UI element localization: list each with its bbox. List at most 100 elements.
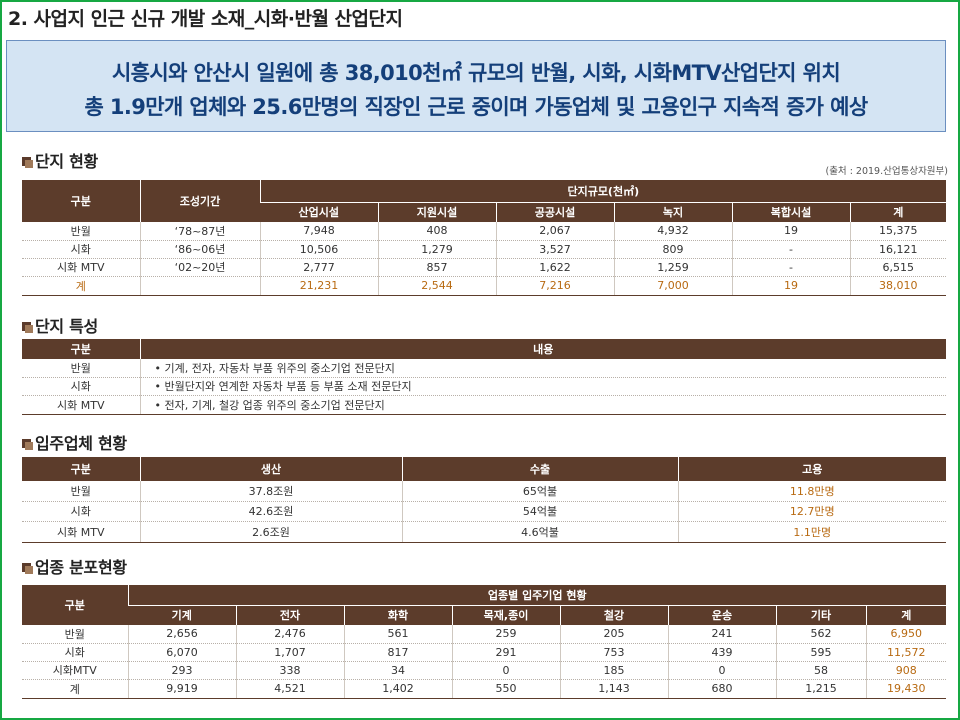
header-col: 공공시설 bbox=[495, 202, 614, 222]
cell-employment: 12.7만명 bbox=[677, 501, 946, 522]
cell: 241 bbox=[667, 625, 776, 644]
cell: 6,070 bbox=[127, 643, 236, 662]
row-name: 시화 bbox=[22, 643, 128, 662]
cell: 2,067 bbox=[495, 222, 614, 241]
cell: 259 bbox=[451, 625, 560, 644]
row-period: ‘86~06년 bbox=[139, 240, 260, 259]
header-col: 철강 bbox=[559, 605, 668, 625]
table-row: 시화 • 반월단지와 연계한 자동차 부품 등 부품 소재 전문단지 bbox=[22, 377, 946, 396]
row-period: ‘78~87년 bbox=[139, 222, 260, 241]
cell-total: 6,950 bbox=[865, 625, 946, 644]
cell: 3,527 bbox=[495, 240, 614, 259]
header-export: 수출 bbox=[401, 457, 678, 481]
cell-export: 65억불 bbox=[401, 481, 678, 502]
cell: 1,402 bbox=[343, 679, 452, 699]
section-marker-icon bbox=[22, 563, 33, 574]
header-col: 복합시설 bbox=[731, 202, 850, 222]
cell: 7,216 bbox=[495, 276, 614, 296]
section-title: 입주업체 현황 bbox=[35, 434, 127, 453]
header-gubun: 구분 bbox=[22, 585, 128, 625]
row-name: 반월 bbox=[22, 625, 128, 644]
table-row: 반월 ‘78~87년 7,948 408 2,067 4,932 19 15,3… bbox=[22, 222, 947, 241]
cell: 16,121 bbox=[849, 240, 947, 259]
total-row: 계 21,231 2,544 7,216 7,000 19 38,010 bbox=[22, 276, 947, 296]
cell: 1,279 bbox=[377, 240, 496, 259]
header-col: 지원시설 bbox=[377, 202, 496, 222]
cell: 0 bbox=[667, 661, 776, 680]
section-marker-icon bbox=[22, 439, 33, 450]
cell: 7,948 bbox=[259, 222, 378, 241]
source-note: (출처 : 2019.산업통상자원부) bbox=[825, 166, 948, 177]
header-gubun: 구분 bbox=[22, 457, 140, 481]
cell: 857 bbox=[377, 258, 496, 277]
section-marker-icon bbox=[22, 322, 33, 333]
cell: 205 bbox=[559, 625, 668, 644]
table-row: 시화 42.6조원 54억불 12.7만명 bbox=[22, 501, 946, 522]
header-production: 생산 bbox=[139, 457, 402, 481]
cell: 2,544 bbox=[377, 276, 496, 296]
header-industry-group: 업종별 입주기업 현황 bbox=[127, 585, 946, 606]
row-name: 시화 MTV bbox=[22, 521, 140, 543]
header-col: 산업시설 bbox=[260, 202, 378, 222]
cell: 1,707 bbox=[235, 643, 344, 662]
page-title: 2. 사업지 인근 신규 개발 소재_시화·반월 산업단지 bbox=[8, 8, 403, 30]
header-content: 내용 bbox=[139, 339, 946, 359]
row-name: 시화MTV bbox=[22, 661, 128, 680]
complex-features-table: 구분 내용 반월 • 기계, 전자, 자동차 부품 위주의 중소기업 전문단지 … bbox=[22, 339, 946, 415]
cell-export: 54억불 bbox=[401, 501, 678, 522]
total-row: 계 9,919 4,521 1,402 550 1,143 680 1,215 … bbox=[22, 679, 946, 699]
section-marker-icon bbox=[22, 157, 33, 168]
cell: 1,143 bbox=[559, 679, 668, 699]
section-title: 단지 현황 bbox=[35, 152, 98, 171]
cell: 291 bbox=[451, 643, 560, 662]
row-name: 반월 bbox=[22, 222, 140, 241]
cell-export: 4.6억불 bbox=[401, 521, 678, 543]
header-scale-group: 단지규모(천㎡) bbox=[259, 180, 947, 203]
row-name: 반월 bbox=[22, 359, 140, 378]
cell: 19 bbox=[731, 276, 850, 296]
cell: 753 bbox=[559, 643, 668, 662]
header-gubun: 구분 bbox=[22, 180, 140, 222]
header-col: 녹지 bbox=[613, 202, 732, 222]
cell: 4,521 bbox=[235, 679, 344, 699]
table-row: 시화 MTV • 전자, 기계, 철강 업종 위주의 중소기업 전문단지 bbox=[22, 395, 946, 415]
row-name: 시화 MTV bbox=[22, 395, 140, 415]
cell-production: 42.6조원 bbox=[139, 501, 402, 522]
header-col: 목재,종이 bbox=[451, 605, 560, 625]
row-name: 시화 bbox=[22, 377, 140, 396]
table-row: 시화 ‘86~06년 10,506 1,279 3,527 809 - 16,1… bbox=[22, 240, 947, 259]
cell: 809 bbox=[613, 240, 732, 259]
summary-line-1: 시흥시와 안산시 일원에 총 38,010천㎡ 규모의 반월, 시화, 시화MT… bbox=[111, 61, 841, 85]
row-period bbox=[139, 276, 260, 296]
header-col: 전자 bbox=[235, 605, 344, 625]
row-name: 시화 bbox=[22, 240, 140, 259]
section-heading-complex-features: 단지 특성 bbox=[22, 313, 98, 337]
cell: 2,476 bbox=[235, 625, 344, 644]
cell: 817 bbox=[343, 643, 452, 662]
cell: 1,622 bbox=[495, 258, 614, 277]
row-name: 시화 MTV bbox=[22, 258, 140, 277]
row-content: • 기계, 전자, 자동차 부품 위주의 중소기업 전문단지 bbox=[139, 359, 946, 378]
section-heading-complex-status: 단지 현황 bbox=[22, 148, 98, 172]
row-period: ‘02~20년 bbox=[139, 258, 260, 277]
cell: 0 bbox=[451, 661, 560, 680]
section-title: 단지 특성 bbox=[35, 317, 98, 336]
cell: 10,506 bbox=[259, 240, 378, 259]
cell: 1,259 bbox=[613, 258, 732, 277]
cell: 562 bbox=[775, 625, 866, 644]
cell: 1,215 bbox=[775, 679, 866, 699]
cell: 595 bbox=[775, 643, 866, 662]
section-heading-industry-distribution: 업종 분포현황 bbox=[22, 554, 127, 578]
cell: 550 bbox=[451, 679, 560, 699]
row-name: 계 bbox=[22, 276, 140, 296]
cell: 293 bbox=[127, 661, 236, 680]
cell: 4,932 bbox=[613, 222, 732, 241]
table-row: 반월 37.8조원 65억불 11.8만명 bbox=[22, 481, 946, 502]
header-col: 운송 bbox=[667, 605, 776, 625]
cell: 21,231 bbox=[259, 276, 378, 296]
table-row: 반월 2,656 2,476 561 259 205 241 562 6,950 bbox=[22, 625, 946, 644]
cell: 185 bbox=[559, 661, 668, 680]
cell-production: 2.6조원 bbox=[139, 521, 402, 543]
cell: 6,515 bbox=[849, 258, 947, 277]
table-row: 시화 MTV ‘02~20년 2,777 857 1,622 1,259 - 6… bbox=[22, 258, 947, 277]
